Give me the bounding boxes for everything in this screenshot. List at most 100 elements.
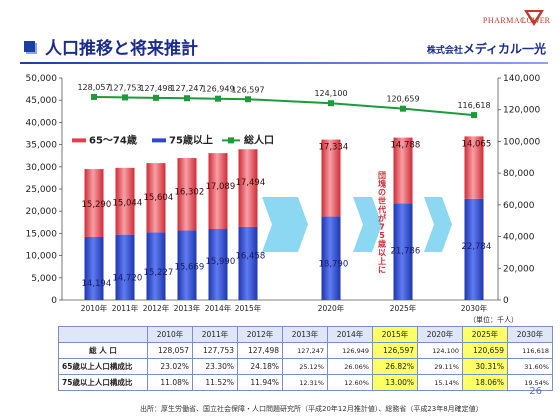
total-population-label: 126,949 — [201, 85, 234, 94]
x-tick-label: 2020年 — [318, 303, 345, 313]
table-row: 総 人 口 128,057 127,753 127,498 127,247 126,949… — [58, 342, 553, 359]
legend-75plus-swatch — [152, 138, 166, 143]
total-population-label: 124,100 — [314, 89, 347, 98]
x-tick-label: 2010年 — [81, 303, 108, 313]
total-population-label: 127,753 — [108, 83, 141, 92]
brand-text: PHARMAC — [482, 16, 526, 25]
bar-75plus-value-label: 15,990 — [206, 257, 236, 267]
total-population-label: 128,057 — [77, 83, 110, 92]
annotation-char: 上 — [378, 256, 386, 266]
bar-75plus-value-label: 14,194 — [82, 279, 112, 289]
table-row-label: 65歳以上人口構成比 — [58, 358, 148, 375]
x-tick-label: 2012年 — [143, 303, 170, 313]
legend-total-label: 総人口 — [244, 133, 274, 146]
legend-65to74-swatch — [72, 138, 86, 143]
table-header-cell: 2012年 — [237, 326, 283, 343]
table-cell: 126,949 — [327, 342, 373, 359]
annotation-char: 歳 — [378, 239, 386, 249]
annotation-char: 団 — [378, 171, 386, 180]
title-area: 人口推移と将来推計 — [24, 34, 198, 59]
title-bullet-icon — [24, 41, 35, 52]
bar-65to74-value-label: 17,089 — [206, 182, 236, 192]
bar-75plus — [146, 232, 166, 300]
table-cell: 120,659 — [462, 342, 508, 359]
title-divider — [20, 62, 548, 64]
bar-65to74-value-label: 16,302 — [175, 188, 205, 198]
table-cell: 12.31% — [282, 374, 328, 391]
table-cell: 18.06% — [462, 374, 508, 391]
table-header-cell: 2025年 — [462, 326, 508, 343]
total-population-label: 116,618 — [457, 101, 490, 110]
table-cell: 24.18% — [237, 358, 283, 375]
table-header-cell: 2010年 — [147, 326, 193, 343]
table-cell: 127,498 — [237, 342, 283, 359]
left-tick-label: 20,000 — [26, 207, 58, 217]
left-tick-label: 5,000 — [31, 274, 57, 284]
bar-65to74 — [115, 167, 135, 235]
right-tick-label: 20,000 — [503, 264, 535, 274]
x-tick-label: 2011年 — [112, 303, 139, 313]
table-header-cell: 2013年 — [282, 326, 328, 343]
bar-75plus — [238, 226, 258, 300]
left-tick-label: 30,000 — [26, 163, 58, 173]
page-number: 26 — [529, 386, 542, 397]
table-header-cell: 2011年 — [192, 326, 238, 343]
annotation-char: 以 — [378, 248, 386, 257]
bar-65to74-value-label: 15,604 — [144, 193, 174, 203]
source-note: 出所：厚生労働省、国立社会保障・人口問題研究所（平成20年12月推計値）、総務省… — [140, 405, 483, 413]
total-population-point — [245, 96, 251, 103]
bar-65to74 — [393, 137, 413, 204]
legend-75plus-label: 75歳以上 — [169, 133, 213, 146]
brand-flower-icon — [524, 10, 544, 26]
annotation-char: 代 — [377, 204, 386, 214]
brand-text-2: LOWER — [521, 16, 550, 25]
bar-65to74-value-label: 14,065 — [462, 139, 492, 149]
progression-arrow-icon — [353, 197, 382, 253]
company-main: メディカル一光 — [462, 42, 546, 56]
right-tick-label: 40,000 — [503, 233, 535, 243]
total-population-label: 120,659 — [386, 95, 419, 104]
bar-65to74-value-label: 15,044 — [113, 198, 143, 208]
table-cell: 11.52% — [192, 374, 238, 391]
total-population-point — [184, 95, 190, 102]
bar-75plus — [393, 203, 413, 300]
table-cell: 127,247 — [282, 342, 328, 359]
table-header-cell: 2020年 — [417, 326, 463, 343]
table-cell: 11.94% — [237, 374, 283, 391]
bar-65to74 — [177, 158, 197, 231]
table-cell: 124,100 — [417, 342, 463, 359]
table-cell: 12.60% — [327, 374, 373, 391]
table-cell: 15.14% — [417, 374, 463, 391]
annotation-char: の — [378, 188, 386, 197]
left-tick-label: 45,000 — [26, 96, 58, 106]
table-cell: 29.11% — [417, 358, 463, 375]
total-population-point — [400, 105, 406, 112]
right-tick-label: 80,000 — [503, 169, 535, 179]
table-corner-cell — [58, 326, 148, 343]
total-population-label: 127,247 — [170, 84, 203, 93]
bar-65to74 — [146, 163, 166, 233]
table-row: 75歳以上人口構成比 11.08% 11.52% 11.94% 12.31% 12.60%… — [58, 374, 553, 391]
total-population-point — [328, 100, 334, 107]
total-population-point — [153, 94, 159, 101]
left-tick-label: 25,000 — [26, 185, 58, 195]
brand-logo: PHARMAC LOWER — [404, 6, 554, 32]
table-row: 65歳以上人口構成比 23.02% 23.30% 24.18% 25.12% 26.06%… — [58, 358, 553, 375]
company-name: 株式会社メディカル一光 — [427, 40, 546, 57]
table-cell: 23.02% — [147, 358, 193, 375]
unit-label: （単位：千人） — [469, 316, 518, 324]
x-tick-label: 2014年 — [205, 303, 232, 313]
table-row-label: 75歳以上人口構成比 — [58, 374, 148, 391]
bar-75plus — [464, 198, 484, 300]
bar-75plus — [321, 216, 341, 300]
company-prefix: 株式会社 — [426, 46, 463, 56]
annotation-char: 5 — [379, 231, 385, 240]
annotation-char: が — [378, 213, 387, 223]
table-header-cell: 2030年 — [507, 326, 553, 343]
bar-75plus-value-label: 22,784 — [462, 242, 492, 252]
table-cell: 31.60% — [507, 358, 553, 375]
total-population-label: 127,498 — [139, 84, 172, 93]
bar-75plus — [177, 230, 197, 300]
left-tick-label: 35,000 — [26, 141, 58, 151]
bar-65to74 — [464, 136, 484, 199]
